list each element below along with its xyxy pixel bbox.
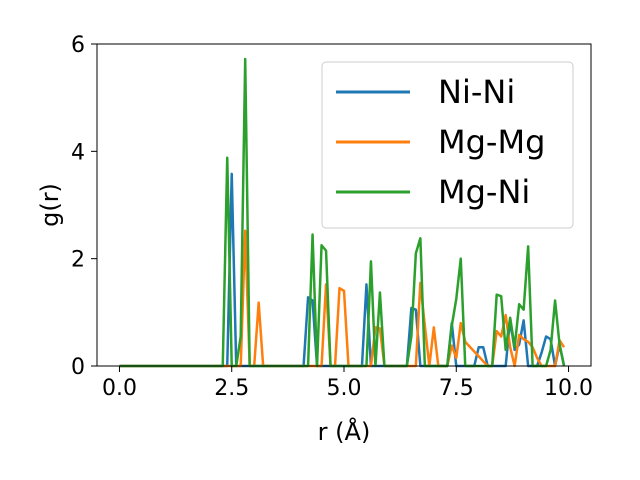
x-tick-label: 0.0 (102, 376, 137, 401)
y-axis-label: g(r) (36, 183, 64, 227)
y-tick-label: 4 (71, 140, 85, 165)
legend-label-ni-ni: Ni-Ni (438, 73, 515, 111)
x-tick-label: 10.0 (544, 376, 593, 401)
legend-label-mg-ni: Mg-Ni (438, 173, 530, 211)
x-tick-label: 2.5 (214, 376, 249, 401)
y-tick-label: 6 (71, 33, 85, 58)
y-tick-label: 2 (71, 248, 85, 273)
y-axis: 0 2 4 6 (71, 33, 97, 380)
x-tick-label: 7.5 (439, 376, 474, 401)
x-axis: 0.0 2.5 5.0 7.5 10.0 (102, 366, 593, 401)
x-axis-label: r (Å) (318, 417, 371, 446)
legend: Ni-Ni Mg-Mg Mg-Ni (321, 61, 574, 229)
legend-label-mg-mg: Mg-Mg (438, 123, 545, 161)
x-tick-label: 5.0 (327, 376, 362, 401)
y-tick-label: 0 (71, 355, 85, 380)
legend-box (321, 61, 574, 229)
